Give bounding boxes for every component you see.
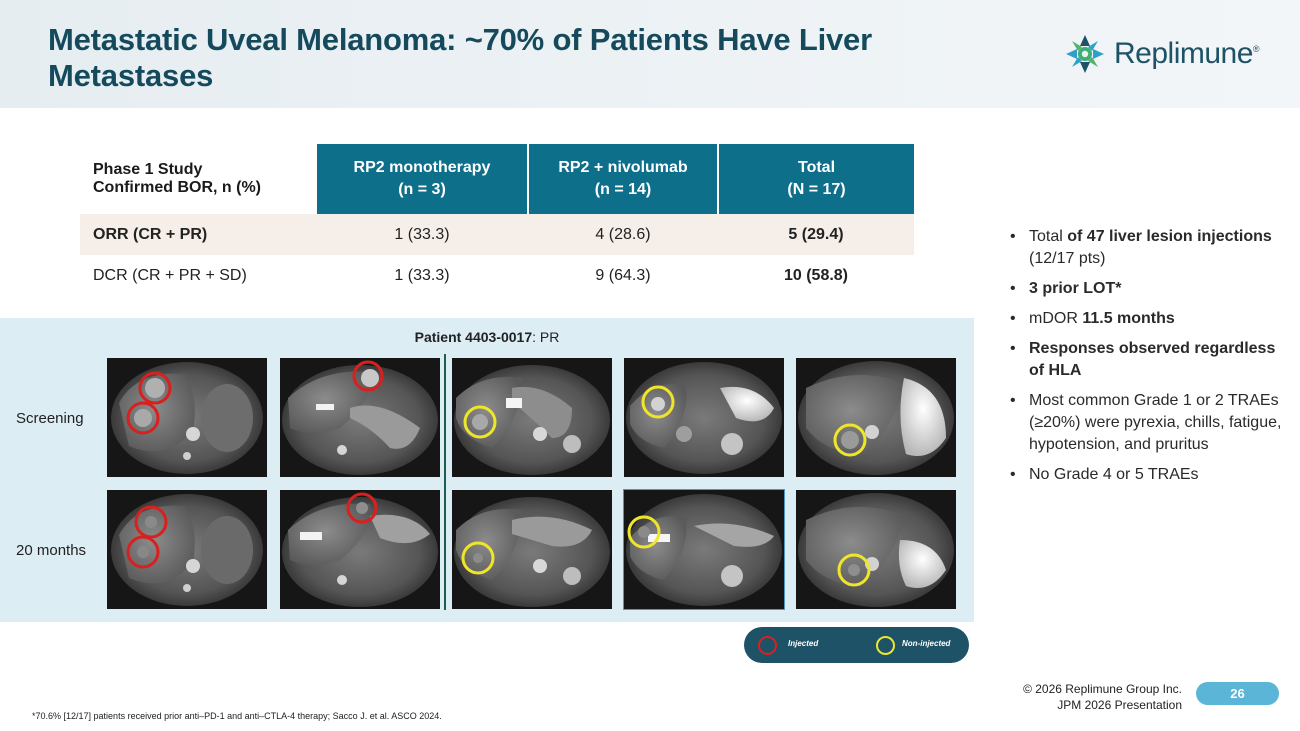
legend-injected-label: Injected — [788, 639, 819, 648]
row-label-dcr: DCR (CR + PR + SD) — [93, 266, 247, 284]
mri-scan-20-months-1 — [107, 490, 267, 609]
slide-title: Metastatic Uveal Melanoma: ~70% of Patie… — [48, 22, 872, 93]
column-header-total: Total (N = 17) — [717, 144, 914, 214]
copyright: © 2026 Replimune Group Inc. JPM 2026 Pre… — [1023, 682, 1182, 712]
list-item: Most common Grade 1 or 2 TRAEs (≥20%) we… — [1010, 390, 1290, 456]
brand-name: Replimune® — [1114, 37, 1260, 70]
bor-results-table: Phase 1 Study Confirmed BOR, n (%) RP2 mo… — [80, 144, 914, 296]
red-circle-icon — [758, 636, 777, 655]
key-findings-list: Total of 47 liver lesion injections (12/… — [1010, 226, 1290, 494]
list-item: mDOR 11.5 months — [1010, 308, 1290, 330]
mri-scan-screening-5 — [796, 358, 956, 477]
mri-scan-screening-1 — [107, 358, 267, 477]
table-cell: 4 (28.6) — [595, 225, 651, 243]
list-item: Total of 47 liver lesion injections (12/… — [1010, 226, 1290, 270]
mri-scan-20-months-2 — [280, 490, 440, 609]
mri-scan-screening-4 — [624, 358, 784, 477]
row-label-20-months: 20 months — [16, 542, 87, 559]
table-cell: 1 (33.3) — [394, 266, 450, 284]
list-item: No Grade 4 or 5 TRAEs — [1010, 464, 1290, 486]
yellow-circle-icon — [876, 636, 895, 655]
scan-divider-line — [444, 354, 446, 610]
table-header-row: Phase 1 Study Confirmed BOR, n (%) RP2 mo… — [80, 144, 914, 214]
column-header-rp2-nivolumab: RP2 + nivolumab (n = 14) — [527, 144, 718, 214]
table-cell: 1 (33.3) — [394, 225, 450, 243]
patient-caption: Patient 4403-0017: PR — [414, 329, 560, 345]
row-label-orr: ORR (CR + PR) — [93, 225, 208, 243]
table-row: ORR (CR + PR) 1 (33.3) 4 (28.6) 5 (29.4) — [80, 214, 914, 255]
mri-scan-20-months-4 — [623, 489, 785, 610]
column-header-rp2-monotherapy: RP2 monotherapy (n = 3) — [315, 144, 528, 214]
table-cell: 5 (29.4) — [788, 225, 844, 243]
mri-scan-screening-3 — [452, 358, 612, 477]
lesion-legend: Injected Non-injected — [744, 627, 969, 663]
brand-logo: Replimune® — [1064, 32, 1260, 76]
table-cell: 10 (58.8) — [783, 266, 849, 284]
table-header-label: Phase 1 Study Confirmed BOR, n (%) — [80, 144, 316, 214]
legend-non-injected-label: Non-injected — [902, 639, 951, 648]
page-number-badge: 26 — [1196, 682, 1279, 705]
mri-scan-screening-2 — [280, 358, 440, 477]
mri-scan-20-months-3 — [452, 490, 612, 609]
replimune-mark-icon — [1066, 35, 1104, 73]
mri-scan-20-months-5 — [796, 490, 956, 609]
list-item: 3 prior LOT* — [1010, 278, 1290, 300]
table-row: DCR (CR + PR + SD) 1 (33.3) 9 (64.3) 10 … — [80, 255, 914, 296]
table-cell: 9 (64.3) — [595, 266, 651, 284]
footnote: *70.6% [12/17] patients received prior a… — [32, 711, 442, 721]
list-item: Responses observed regardless of HLA — [1010, 338, 1290, 382]
row-label-screening: Screening — [16, 410, 84, 427]
